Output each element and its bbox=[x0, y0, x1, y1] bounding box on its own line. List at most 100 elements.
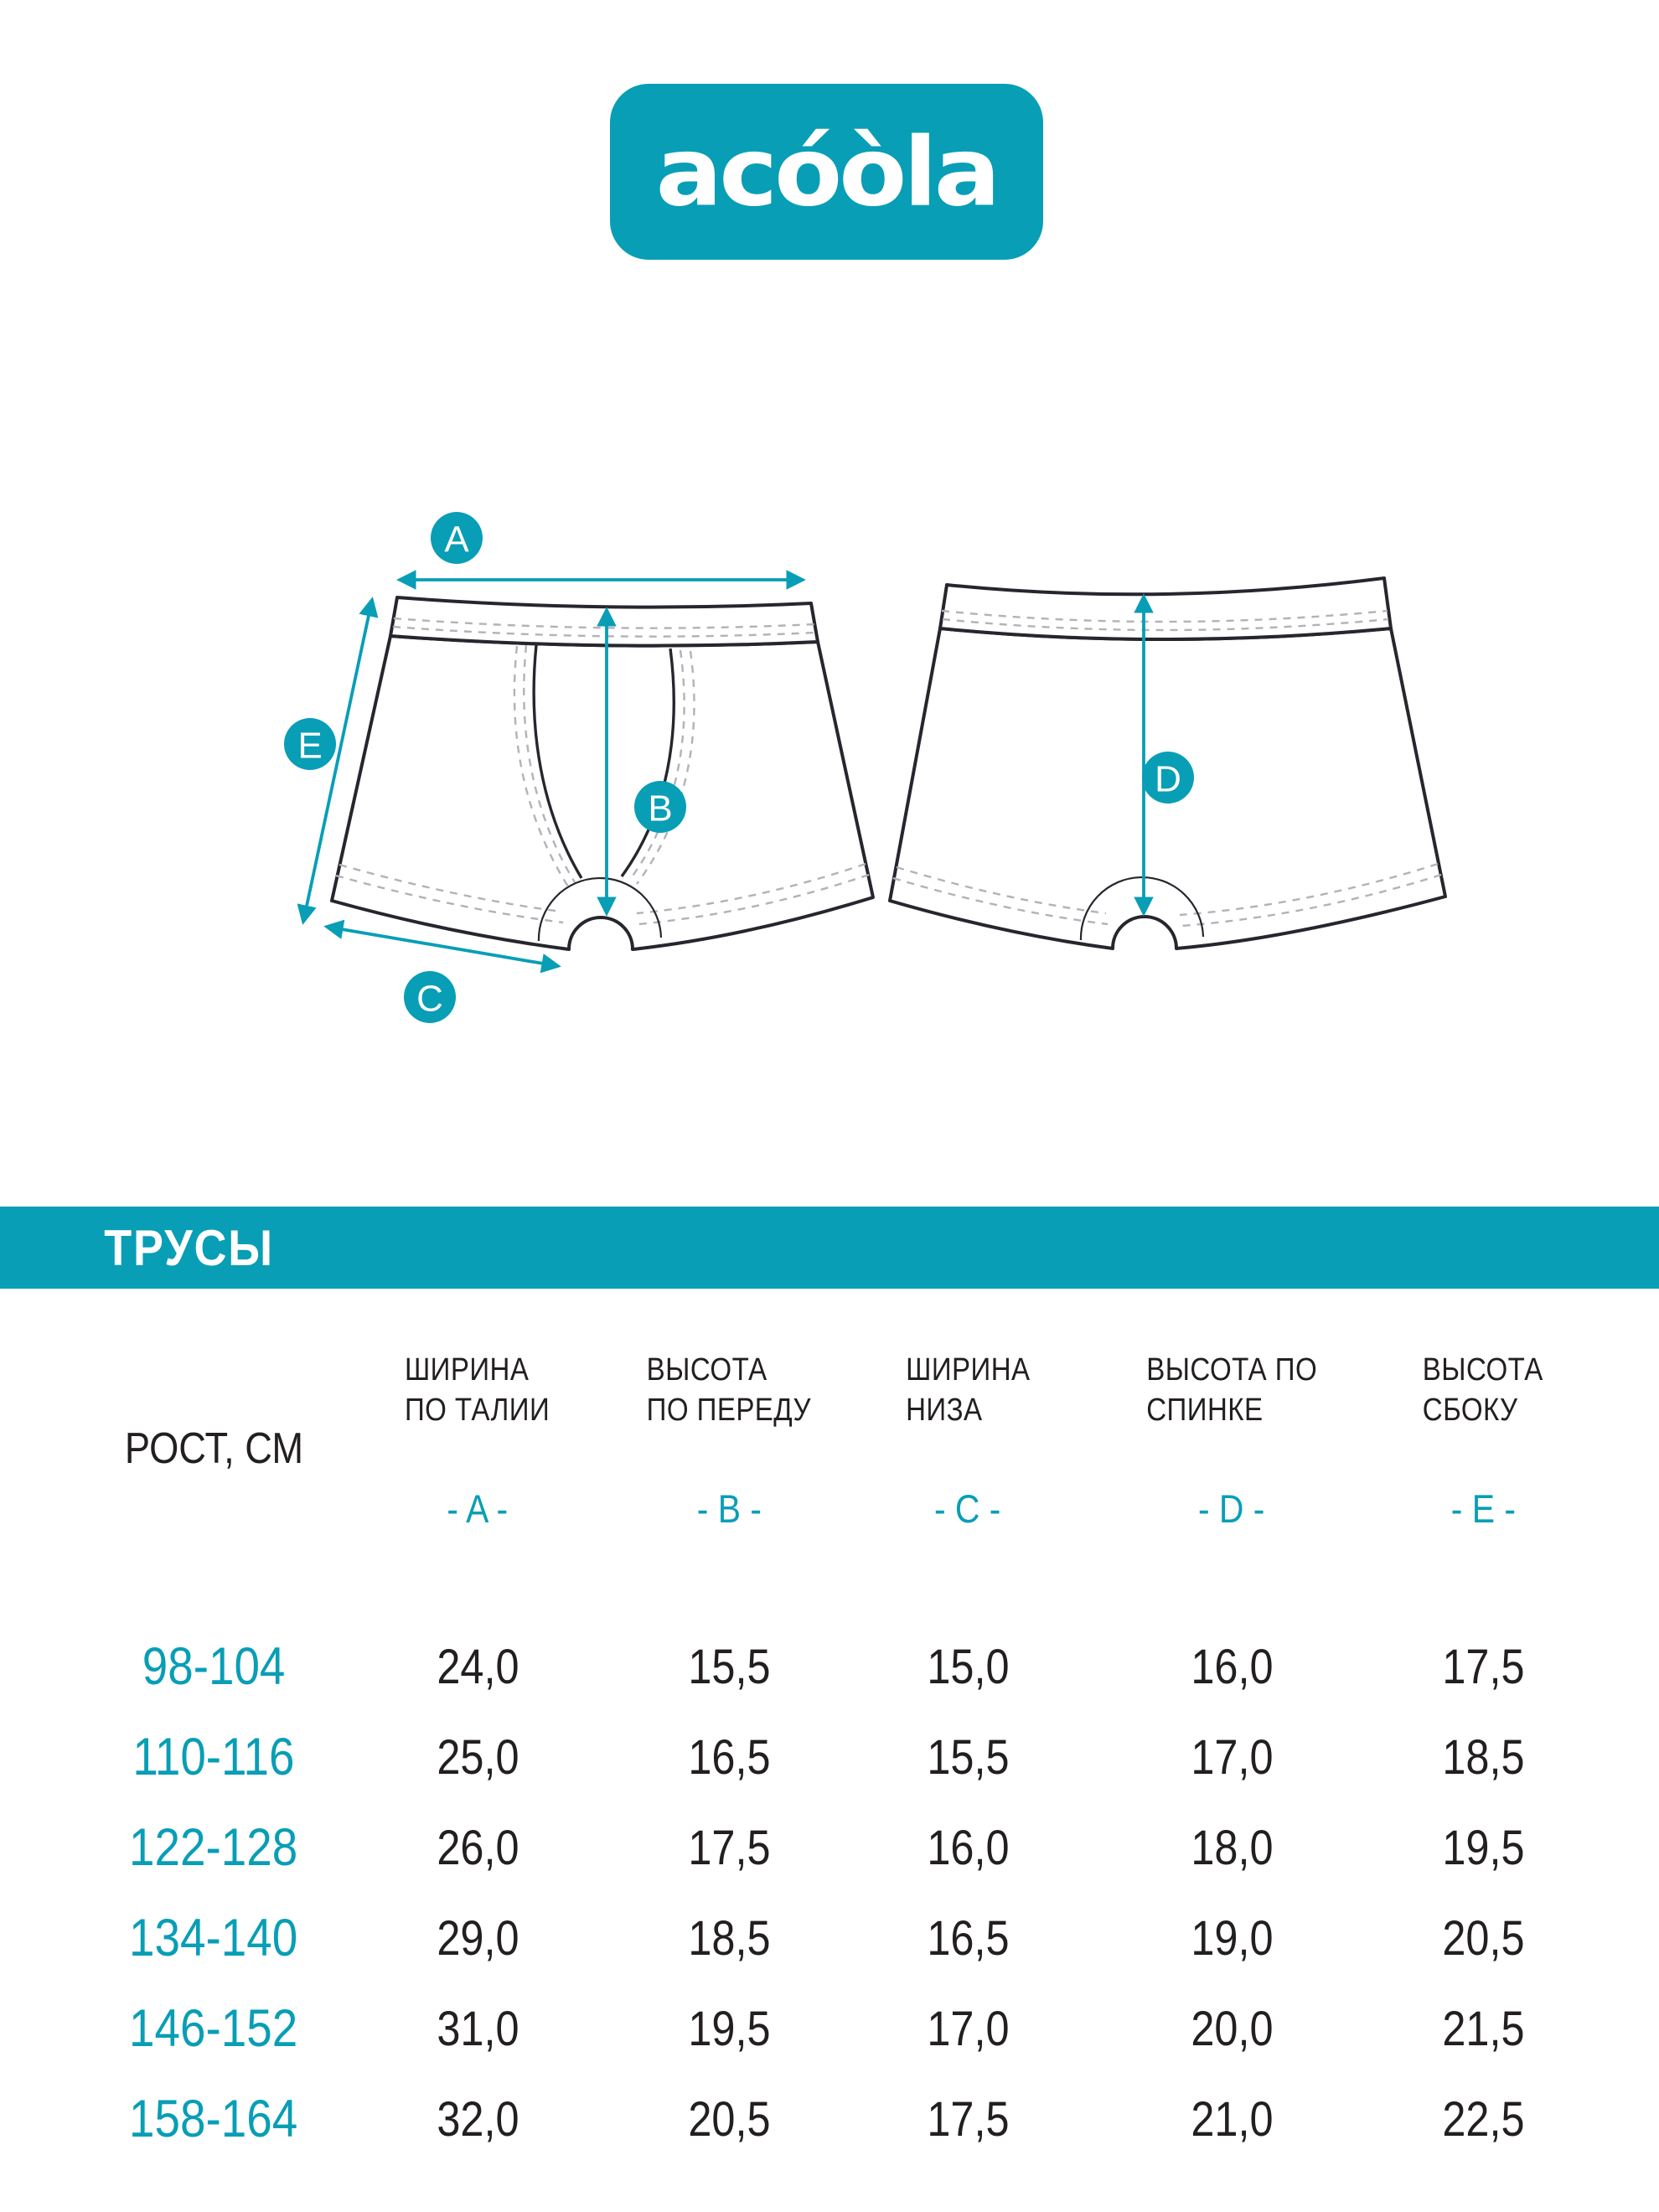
row-size: 146-152 bbox=[75, 1983, 352, 2074]
badge-letter-b: B bbox=[648, 788, 672, 830]
measure-arrow-c bbox=[323, 919, 561, 974]
table-cell: 18,5 bbox=[603, 1893, 855, 1983]
value: 24,0 bbox=[436, 1639, 519, 1694]
measure-badge-c: C bbox=[404, 971, 456, 1023]
letter-a: - A - bbox=[352, 1479, 603, 1538]
value: 18,0 bbox=[1190, 1820, 1274, 1875]
value: 15,5 bbox=[926, 1729, 1010, 1785]
column-header-line: ВЫСОТА bbox=[1423, 1352, 1543, 1388]
value: 17,5 bbox=[1441, 1639, 1525, 1694]
column-header-line: СБОКУ bbox=[1423, 1392, 1518, 1428]
value: 15,0 bbox=[926, 1639, 1010, 1694]
table-cell: 21,5 bbox=[1382, 1983, 1584, 2074]
table-cell: 16,5 bbox=[603, 1712, 855, 1802]
table-cell: 25,0 bbox=[352, 1712, 603, 1802]
front-fly-stitch bbox=[523, 644, 576, 883]
value: 26,0 bbox=[436, 1820, 519, 1875]
badge-circle bbox=[1142, 752, 1194, 804]
table-cell: 16,0 bbox=[855, 1802, 1081, 1893]
front-hem-stitch bbox=[636, 862, 866, 915]
brand-logo-text: acóòla bbox=[655, 116, 1001, 228]
table-cell: 29,0 bbox=[352, 1893, 603, 1983]
table-cell: 15,0 bbox=[855, 1621, 1081, 1712]
column-header-line: НИЗА bbox=[905, 1392, 983, 1428]
column-header-line: ПО ТАЛИИ bbox=[405, 1392, 550, 1428]
size-table: РОСТ, СМ ШИРИНА ПО ТАЛИИ ВЫСОТА ПО ПЕРЕД… bbox=[75, 1351, 1584, 2164]
size-label: 146-152 bbox=[129, 1999, 298, 2058]
table-cell: 31,0 bbox=[352, 1983, 603, 2074]
table-spacer bbox=[75, 1538, 1584, 1621]
column-header-rost: РОСТ, СМ bbox=[75, 1351, 352, 1479]
value: 18,5 bbox=[687, 1910, 771, 1966]
back-waistband-stitch bbox=[942, 618, 1389, 632]
back-hem-stitch bbox=[1181, 873, 1442, 928]
measure-arrow-e bbox=[297, 597, 379, 925]
value: 20,5 bbox=[1441, 1910, 1525, 1966]
value: 17,0 bbox=[926, 2001, 1010, 2056]
value: 17,0 bbox=[1190, 1729, 1274, 1785]
table-cell: 17,0 bbox=[855, 1983, 1081, 2074]
table-cell: 24,0 bbox=[352, 1621, 603, 1712]
front-waistband-stitch bbox=[392, 625, 816, 638]
value: 19,5 bbox=[1441, 1820, 1525, 1875]
column-header-line: ВЫСОТА ПО bbox=[1146, 1352, 1317, 1388]
table-cell: 26,0 bbox=[352, 1802, 603, 1893]
value: 21,5 bbox=[1441, 2001, 1525, 2056]
table-cell: 19,5 bbox=[603, 1983, 855, 2074]
column-header-line: ШИРИНА bbox=[405, 1352, 530, 1388]
badge-letter-a: A bbox=[444, 519, 469, 561]
measure-badge-d: D bbox=[1142, 752, 1194, 804]
size-label: 110-116 bbox=[132, 1728, 295, 1786]
row-size: 110-116 bbox=[75, 1712, 352, 1802]
badge-letter-c: C bbox=[416, 979, 443, 1020]
column-header-line: ПО ПЕРЕДУ bbox=[646, 1392, 812, 1428]
measure-badge-e: E bbox=[284, 718, 336, 770]
column-header-e: ВЫСОТА СБОКУ bbox=[1382, 1351, 1584, 1479]
size-label: 158-164 bbox=[129, 2090, 298, 2148]
badge-letter-e: E bbox=[297, 726, 322, 767]
row-size: 134-140 bbox=[75, 1893, 352, 1983]
table-cell: 19,5 bbox=[1382, 1802, 1584, 1893]
measure-badge-a: A bbox=[431, 512, 483, 564]
letter-a-label: - A - bbox=[447, 1486, 509, 1531]
table-cell: 17,5 bbox=[855, 2074, 1081, 2164]
letter-d-label: - D - bbox=[1198, 1486, 1265, 1531]
letter-d: - D - bbox=[1081, 1479, 1382, 1538]
value: 32,0 bbox=[436, 2091, 519, 2147]
table-cell: 18,0 bbox=[1081, 1802, 1382, 1893]
value: 29,0 bbox=[436, 1910, 519, 1966]
table-cell: 18,5 bbox=[1382, 1712, 1584, 1802]
letter-c-label: - C - bbox=[934, 1486, 1001, 1531]
table-cell: 15,5 bbox=[855, 1712, 1081, 1802]
badge-circle bbox=[634, 781, 686, 833]
badge-circle bbox=[404, 971, 456, 1023]
value: 31,0 bbox=[436, 2001, 519, 2056]
table-cell: 32,0 bbox=[352, 2074, 603, 2164]
back-waistband bbox=[938, 576, 1393, 641]
column-header-c: ШИРИНА НИЗА bbox=[855, 1351, 1081, 1479]
value: 21,0 bbox=[1190, 2091, 1274, 2147]
column-header-rost-label: РОСТ, СМ bbox=[124, 1424, 303, 1473]
size-label: 134-140 bbox=[129, 1909, 298, 1967]
table-cell: 20,5 bbox=[1382, 1893, 1584, 1983]
table-cell: 20,0 bbox=[1081, 1983, 1382, 2074]
value: 16,0 bbox=[1190, 1639, 1274, 1694]
column-header-line: ВЫСОТА bbox=[646, 1352, 767, 1388]
table-cell: 17,0 bbox=[1081, 1712, 1382, 1802]
measurement-diagram: A E B C D bbox=[284, 512, 1447, 1023]
section-title: ТРУСЫ bbox=[104, 1219, 274, 1276]
front-body-outline bbox=[330, 634, 875, 951]
value: 16,0 bbox=[926, 1820, 1010, 1875]
front-fly-stitch bbox=[628, 649, 685, 881]
column-header-a: ШИРИНА ПО ТАЛИИ bbox=[352, 1351, 603, 1479]
value: 16,5 bbox=[687, 1729, 771, 1785]
letter-c: - C - bbox=[855, 1479, 1081, 1538]
section-band: ТРУСЫ bbox=[0, 1207, 1659, 1289]
value: 20,0 bbox=[1190, 2001, 1274, 2056]
back-hem-stitch bbox=[1179, 862, 1439, 917]
back-hem-stitch bbox=[892, 876, 1109, 926]
column-header-line: ШИРИНА bbox=[905, 1352, 1031, 1388]
value: 17,5 bbox=[687, 1820, 771, 1875]
letter-b: - B - bbox=[603, 1479, 855, 1538]
